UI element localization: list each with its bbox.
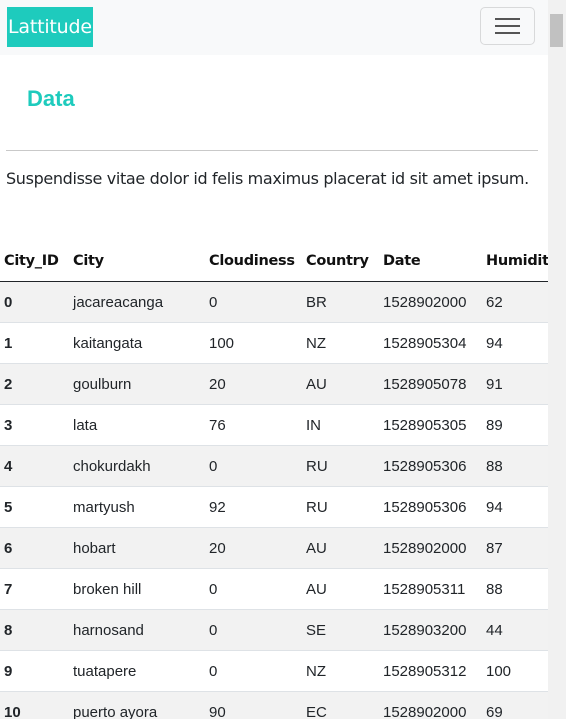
- city-cell: broken hill: [69, 568, 205, 610]
- city-id-cell: 8: [0, 609, 69, 651]
- date-cell: 1528905306: [379, 486, 482, 528]
- table-row: 0 jacareacanga 0 BR 1528902000 62: [0, 281, 548, 323]
- city-cell: lata: [69, 404, 205, 446]
- humidity-cell: 89: [482, 404, 548, 446]
- date-cell: 1528905078: [379, 363, 482, 405]
- cloudiness-cell: 90: [205, 691, 302, 719]
- data-table: City_ID City Cloudiness Country Date Hum…: [0, 240, 548, 719]
- humidity-cell: 87: [482, 527, 548, 569]
- col-header-humidity: Humidit: [482, 240, 548, 282]
- date-cell: 1528905311: [379, 568, 482, 610]
- data-table-container: City_ID City Cloudiness Country Date Hum…: [0, 240, 548, 719]
- country-cell: AU: [302, 363, 379, 405]
- country-cell: IN: [302, 404, 379, 446]
- cloudiness-cell: 76: [205, 404, 302, 446]
- city-cell: tuatapere: [69, 650, 205, 692]
- table-row: 10 puerto ayora 90 EC 1528902000 69: [0, 691, 548, 719]
- date-cell: 1528905305: [379, 404, 482, 446]
- city-cell: goulburn: [69, 363, 205, 405]
- country-cell: NZ: [302, 322, 379, 364]
- humidity-cell: 88: [482, 445, 548, 487]
- city-id-cell: 10: [0, 691, 69, 719]
- humidity-cell: 100: [482, 650, 548, 692]
- country-cell: EC: [302, 691, 379, 719]
- city-id-cell: 3: [0, 404, 69, 446]
- date-cell: 1528902000: [379, 281, 482, 323]
- cloudiness-cell: 0: [205, 609, 302, 651]
- country-cell: NZ: [302, 650, 379, 692]
- col-header-cloudiness: Cloudiness: [205, 240, 302, 282]
- humidity-cell: 94: [482, 322, 548, 364]
- city-id-cell: 1: [0, 322, 69, 364]
- city-cell: puerto ayora: [69, 691, 205, 719]
- intro-text: Suspendisse vitae dolor id felis maximus…: [6, 169, 529, 188]
- city-cell: chokurdakh: [69, 445, 205, 487]
- navbar: Lattitude: [0, 0, 548, 55]
- city-cell: hobart: [69, 527, 205, 569]
- brand-link[interactable]: Lattitude: [7, 7, 93, 47]
- city-cell: kaitangata: [69, 322, 205, 364]
- city-id-cell: 5: [0, 486, 69, 528]
- cloudiness-cell: 20: [205, 363, 302, 405]
- table-row: 9 tuatapere 0 NZ 1528905312 100: [0, 650, 548, 692]
- table-row: 1 kaitangata 100 NZ 1528905304 94: [0, 322, 548, 364]
- date-cell: 1528905306: [379, 445, 482, 487]
- scrollbar[interactable]: [548, 0, 566, 719]
- city-cell: jacareacanga: [69, 281, 205, 323]
- date-cell: 1528902000: [379, 527, 482, 569]
- table-row: 8 harnosand 0 SE 1528903200 44: [0, 609, 548, 651]
- col-header-city-id: City_ID: [0, 240, 69, 282]
- cloudiness-cell: 92: [205, 486, 302, 528]
- country-cell: RU: [302, 445, 379, 487]
- humidity-cell: 62: [482, 281, 548, 323]
- country-cell: AU: [302, 568, 379, 610]
- country-cell: SE: [302, 609, 379, 651]
- navbar-toggler-button[interactable]: [480, 7, 535, 45]
- humidity-cell: 91: [482, 363, 548, 405]
- cloudiness-cell: 0: [205, 568, 302, 610]
- date-cell: 1528905312: [379, 650, 482, 692]
- table-row: 6 hobart 20 AU 1528902000 87: [0, 527, 548, 569]
- scrollbar-thumb[interactable]: [550, 14, 563, 47]
- city-cell: harnosand: [69, 609, 205, 651]
- table-row: 2 goulburn 20 AU 1528905078 91: [0, 363, 548, 405]
- city-id-cell: 9: [0, 650, 69, 692]
- cloudiness-cell: 0: [205, 650, 302, 692]
- cloudiness-cell: 100: [205, 322, 302, 364]
- city-id-cell: 2: [0, 363, 69, 405]
- cloudiness-cell: 0: [205, 445, 302, 487]
- cloudiness-cell: 0: [205, 281, 302, 323]
- city-id-cell: 6: [0, 527, 69, 569]
- date-cell: 1528903200: [379, 609, 482, 651]
- table-row: 4 chokurdakh 0 RU 1528905306 88: [0, 445, 548, 487]
- country-cell: RU: [302, 486, 379, 528]
- col-header-date: Date: [379, 240, 482, 282]
- city-id-cell: 7: [0, 568, 69, 610]
- humidity-cell: 69: [482, 691, 548, 719]
- humidity-cell: 88: [482, 568, 548, 610]
- country-cell: AU: [302, 527, 379, 569]
- city-id-cell: 4: [0, 445, 69, 487]
- date-cell: 1528905304: [379, 322, 482, 364]
- table-header-row: City_ID City Cloudiness Country Date Hum…: [0, 240, 548, 282]
- cloudiness-cell: 20: [205, 527, 302, 569]
- city-id-cell: 0: [0, 281, 69, 323]
- humidity-cell: 44: [482, 609, 548, 651]
- table-row: 3 lata 76 IN 1528905305 89: [0, 404, 548, 446]
- col-header-country: Country: [302, 240, 379, 282]
- table-row: 7 broken hill 0 AU 1528905311 88: [0, 568, 548, 610]
- humidity-cell: 94: [482, 486, 548, 528]
- table-row: 5 martyush 92 RU 1528905306 94: [0, 486, 548, 528]
- page-title: Data: [27, 86, 75, 111]
- country-cell: BR: [302, 281, 379, 323]
- col-header-city: City: [69, 240, 205, 282]
- date-cell: 1528902000: [379, 691, 482, 719]
- city-cell: martyush: [69, 486, 205, 528]
- divider: [6, 150, 538, 151]
